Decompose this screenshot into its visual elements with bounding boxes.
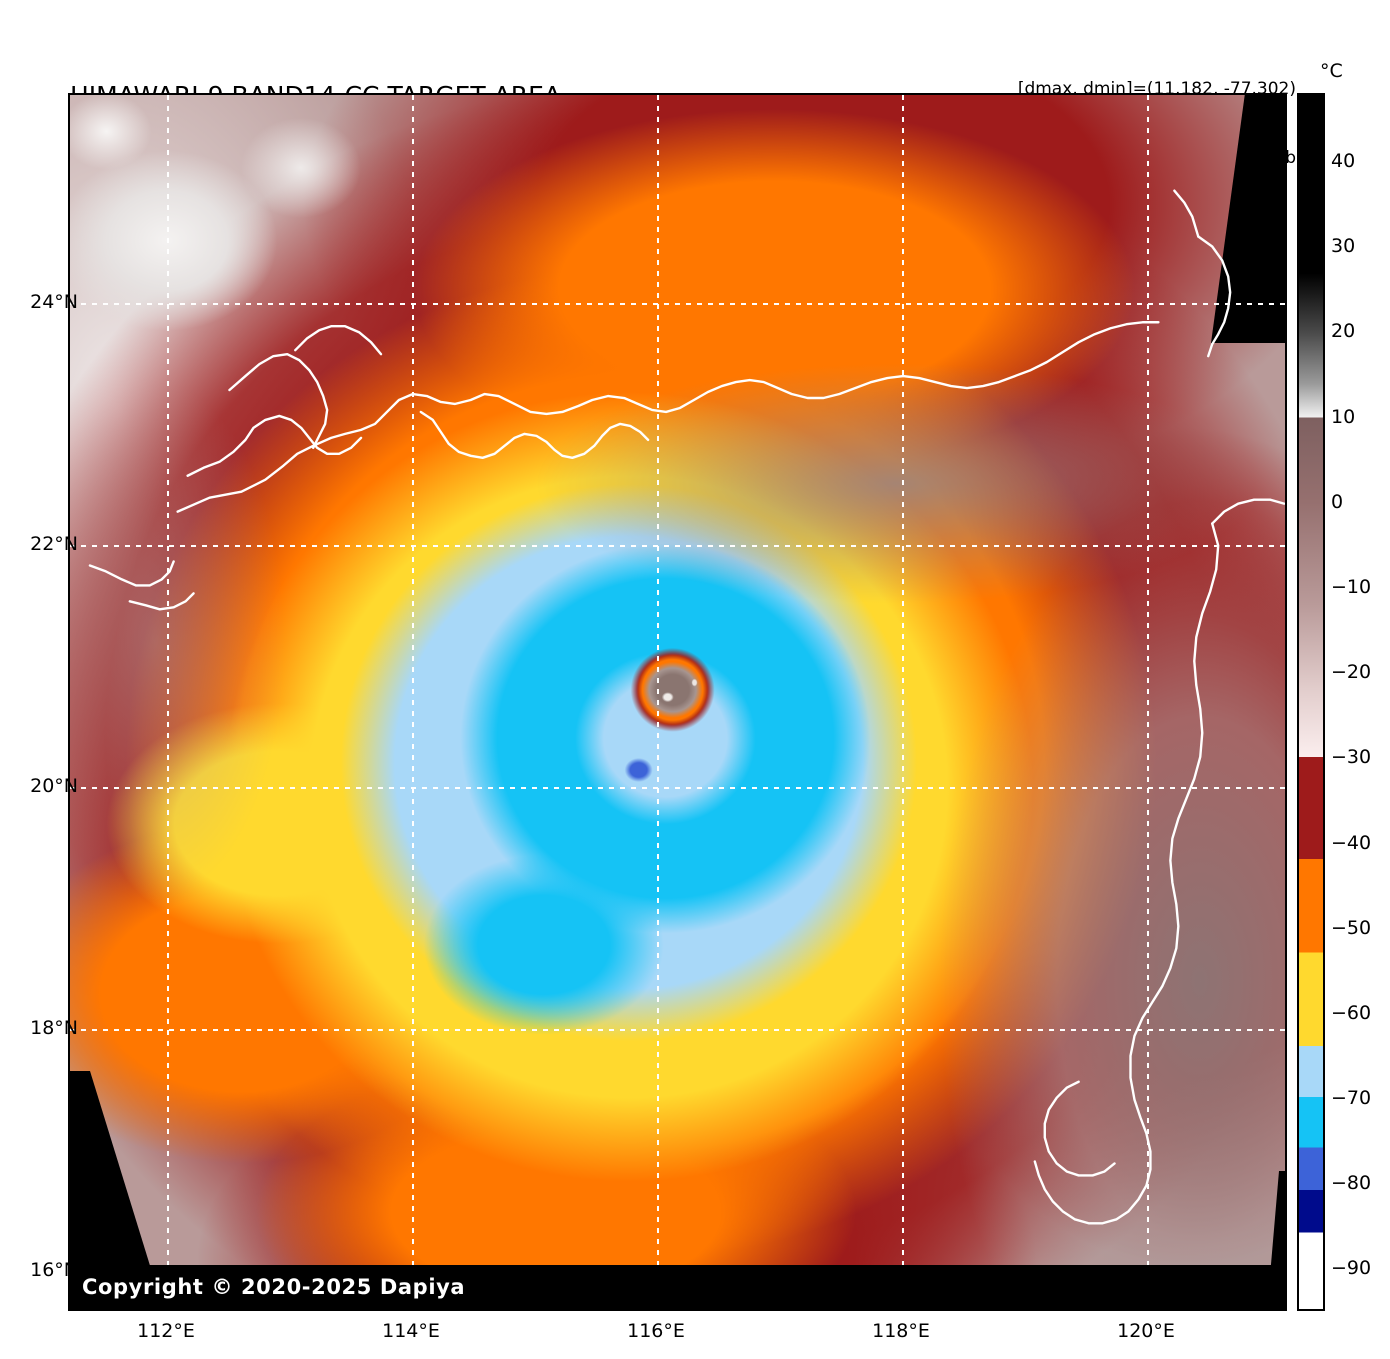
raster-grey-shield-layer: [70, 95, 1285, 1309]
colorbar-tick-0: 0: [1331, 490, 1344, 513]
colorbar-unit-label: °C: [1320, 60, 1343, 82]
colorbar-tick--90: −90: [1331, 1257, 1372, 1280]
colorbar-tick--40: −40: [1331, 831, 1372, 854]
ytick-24N: 24°N: [30, 291, 78, 313]
colorbar-gradient: [1299, 95, 1323, 1309]
ytick-20N: 20°N: [30, 775, 78, 797]
colorbar-tick--60: −60: [1331, 1001, 1372, 1024]
xtick-116E: 116°E: [627, 1320, 685, 1342]
colorbar-tick-10: 10: [1331, 405, 1356, 428]
ytick-18N: 18°N: [30, 1017, 78, 1039]
colorbar-tick--10: −10: [1331, 576, 1372, 598]
xtick-118E: 118°E: [872, 1320, 930, 1342]
colorbar-tick--50: −50: [1331, 916, 1372, 939]
colorbar: [1297, 93, 1325, 1311]
xtick-114E: 114°E: [382, 1320, 440, 1342]
colorbar-tick-20: 20: [1331, 320, 1356, 343]
ytick-16N: 16°N: [30, 1259, 78, 1281]
ytick-22N: 22°N: [30, 533, 78, 555]
copyright-watermark: Copyright © 2020-2025 Dapiya: [70, 1265, 1285, 1309]
satellite-raster: Copyright © 2020-2025 Dapiya: [70, 95, 1285, 1309]
colorbar-tick-40: 40: [1331, 150, 1356, 173]
colorbar-tick--20: −20: [1331, 661, 1372, 684]
copyright-text: Copyright © 2020-2025 Dapiya: [82, 1275, 466, 1299]
colorbar-tick-30: 30: [1331, 235, 1356, 258]
colorbar-tick--80: −80: [1331, 1172, 1372, 1195]
colorbar-tick--70: −70: [1331, 1087, 1372, 1110]
satellite-plot-area: Copyright © 2020-2025 Dapiya: [68, 93, 1287, 1311]
xtick-112E: 112°E: [137, 1320, 195, 1342]
xtick-120E: 120°E: [1117, 1320, 1175, 1342]
colorbar-tick--30: −30: [1331, 746, 1372, 769]
